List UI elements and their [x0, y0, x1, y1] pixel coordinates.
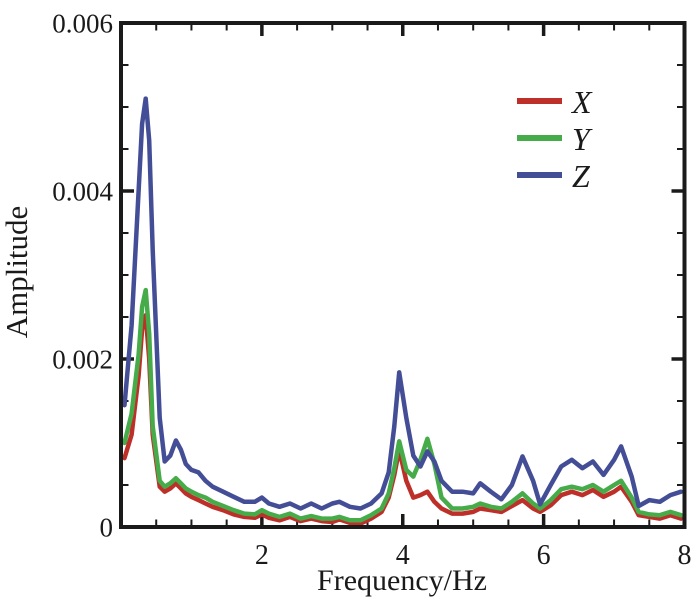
series-line-z — [122, 96, 684, 511]
legend: XYZ — [517, 84, 593, 194]
tick-labels: 2 4 6 8 0 0.002 0.004 0.006 — [52, 8, 691, 571]
x-tick-label: 6 — [537, 540, 551, 571]
y-tick-label: 0.002 — [52, 344, 113, 374]
x-tick-label: 8 — [678, 540, 692, 571]
x-tick-label: 4 — [396, 540, 410, 571]
y-axis-title: Amplitude — [0, 206, 34, 339]
y-tick-label: 0 — [100, 512, 114, 542]
legend-label-y: Y — [572, 121, 593, 157]
series-line-x — [122, 313, 684, 526]
series-line-y — [122, 287, 684, 523]
series-lines — [122, 96, 684, 526]
plot-frame — [119, 21, 687, 529]
x-tick-label: 2 — [255, 540, 269, 571]
x-axis-title: Frequency/Hz — [317, 564, 487, 597]
y-tick-label: 0.004 — [52, 176, 113, 206]
y-tick-label: 0.006 — [52, 8, 113, 38]
legend-label-z: Z — [572, 158, 591, 194]
legend-label-x: X — [570, 84, 593, 120]
